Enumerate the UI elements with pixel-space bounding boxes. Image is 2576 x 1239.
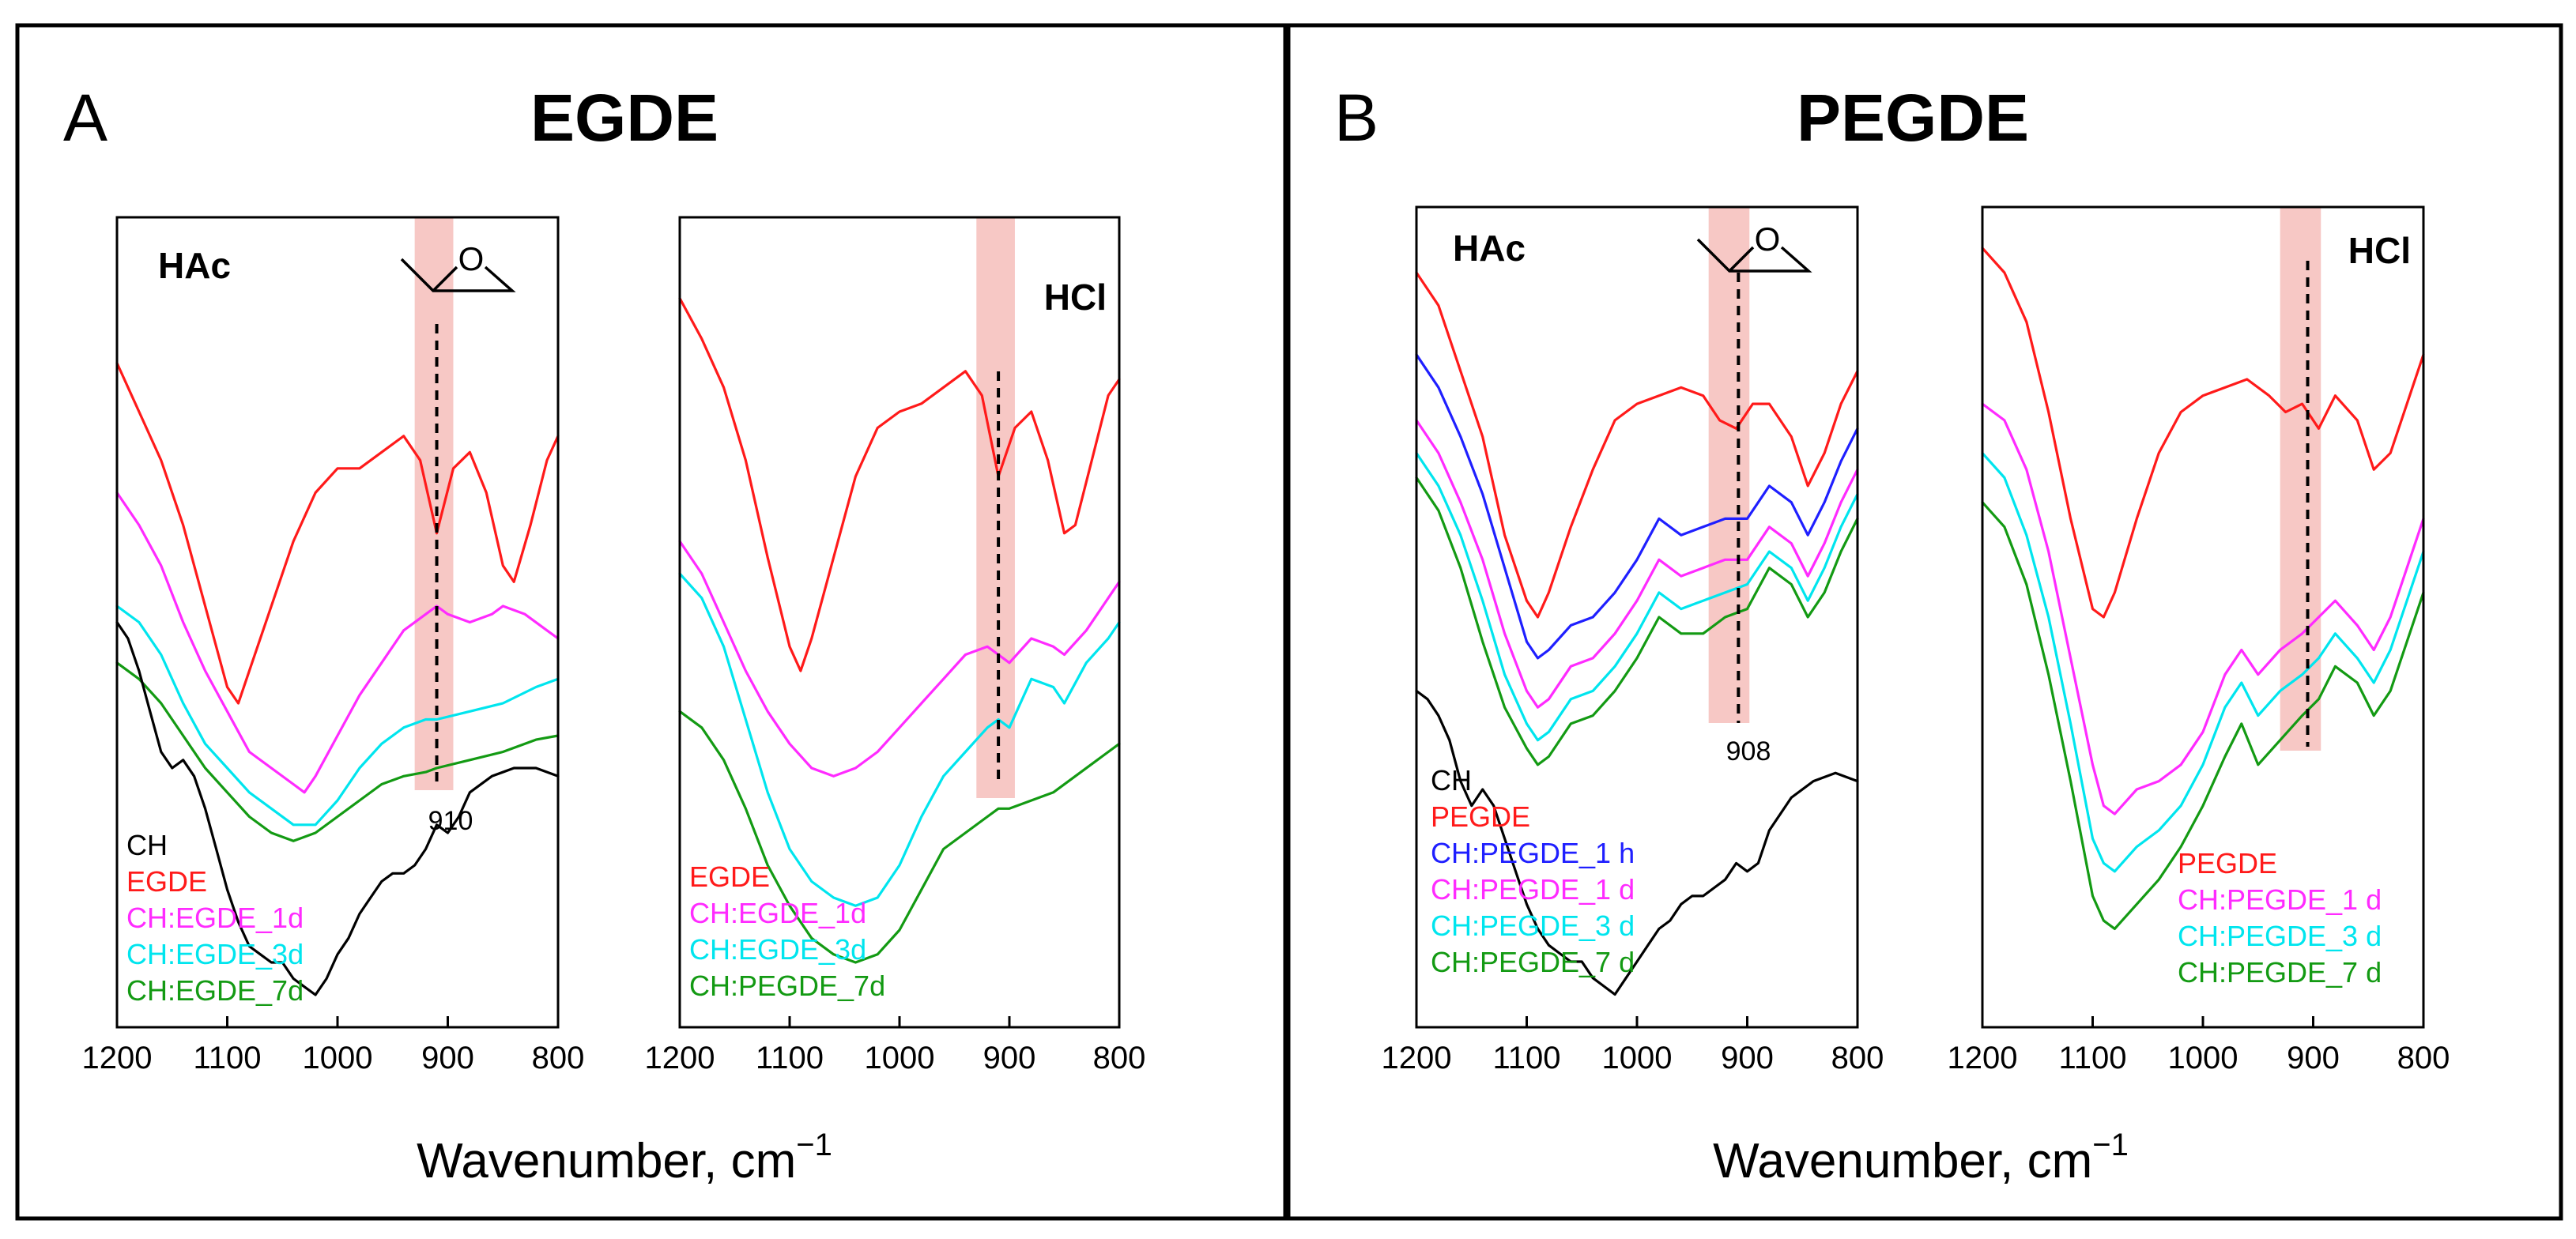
b-hcl-legend-pegde: PEGDE (2178, 847, 2277, 879)
b-hcl-legend-ch-pegde-7-d: CH:PEGDE_7 d (2178, 956, 2382, 989)
panel-b-xlabel-sup: −1 (2092, 1128, 2129, 1162)
b-hac-legend-ch-pegde-1-d: CH:PEGDE_1 d (1431, 873, 1635, 906)
a-hcl-legend-egde: EGDE (689, 861, 770, 893)
a-hcl-series-ch-pegde-7d (678, 710, 1121, 964)
a-hcl-legend-ch-egde-3d: CH:EGDE_3d (689, 933, 866, 966)
b-hac-series-ch-pegde-1-h (1415, 353, 1859, 660)
b-hac-tick-label: 1000 (1602, 1041, 1673, 1075)
b-hcl-series-ch-pegde-7-d (1981, 501, 2425, 931)
b-hcl-legend-ch-pegde-3-d: CH:PEGDE_3 d (2178, 920, 2382, 952)
b-hac-series-ch-pegde-3-d (1415, 451, 1859, 742)
b-hac-tick-label: 1100 (1492, 1041, 1560, 1075)
panel-a-letter: A (63, 81, 107, 155)
a-hac-series-egde (115, 361, 560, 705)
a-hac-epoxide-oxygen: O (458, 240, 485, 277)
b-hac-legend-ch-pegde-1-h: CH:PEGDE_1 h (1431, 837, 1635, 869)
panel-b-letter: B (1334, 81, 1379, 155)
b-hac-legend-ch-pegde-3-d: CH:PEGDE_3 d (1431, 909, 1635, 942)
a-hac-tick-label: 900 (421, 1041, 474, 1075)
a-hac-tick-label: 1100 (193, 1041, 261, 1075)
subplot-a-hac: 910 O 1200 1100 1000 900 800 HAc CH EGDE CH:EGDE_1… (82, 216, 585, 1075)
b-hcl-highlight-band (2280, 207, 2321, 751)
panel-b-xlabel-text: Wavenumber, cm (1713, 1134, 2092, 1188)
b-hac-epoxide-structure (1696, 238, 1812, 273)
b-hac-condition-label: HAc (1453, 228, 1526, 269)
a-hac-legend-egde: EGDE (126, 865, 207, 898)
panel-a-title: EGDE (530, 81, 718, 155)
a-hcl-highlight-band (976, 217, 1015, 798)
a-hcl-series-ch-egde-1d (678, 540, 1121, 778)
b-hac-legend-ch: CH (1431, 764, 1472, 796)
b-hcl-series-ch-pegde-1-d (1981, 402, 2425, 815)
subplot-a-hcl: 1200 1100 1000 900 800 HCl EGDE CH:EGDE_1d CH:EG… (645, 216, 1146, 1075)
panel-b-title: PEGDE (1797, 81, 2029, 155)
a-hcl-tick-label: 1200 (645, 1041, 715, 1075)
a-hcl-condition-label: HCl (1044, 277, 1107, 318)
a-hac-legend-ch-egde-3d: CH:EGDE_3d (126, 938, 304, 970)
a-hac-epoxide-structure (400, 258, 516, 292)
a-hcl-tick-label: 1100 (756, 1041, 824, 1075)
a-hcl-series-egde (678, 296, 1121, 672)
panel-b-frame (1286, 23, 2563, 1221)
b-hac-legend-ch-pegde-7-d: CH:PEGDE_7 d (1431, 946, 1635, 978)
a-hcl-tick-label: 800 (1093, 1041, 1146, 1075)
a-hac-tick-label: 800 (532, 1041, 585, 1075)
a-hac-series-ch-egde-1d (115, 491, 560, 794)
b-hac-marker-label: 908 (1726, 736, 1771, 766)
a-hac-highlight-band (414, 217, 454, 790)
a-hcl-tick-label: 900 (983, 1041, 1036, 1075)
b-hac-tick-label: 1200 (1382, 1041, 1452, 1075)
a-hac-series-ch (115, 620, 560, 996)
b-hac-highlight-band (1708, 207, 1750, 723)
panel-a-frame (15, 23, 1288, 1221)
a-hac-tick-label: 1000 (303, 1041, 373, 1075)
b-hcl-tick-label: 1200 (1948, 1041, 2018, 1075)
b-hcl-tick-label: 800 (2397, 1041, 2450, 1075)
a-hac-condition-label: HAc (158, 245, 231, 286)
panel-b-xlabel: Wavenumber, cm−1 (1713, 1128, 2129, 1188)
a-hac-tick-label: 1200 (82, 1041, 153, 1075)
panel-a-xlabel: Wavenumber, cm−1 (417, 1128, 832, 1188)
b-hac-tick-label: 900 (1721, 1041, 1774, 1075)
b-hcl-tick-label: 1100 (2058, 1041, 2126, 1075)
b-hac-tick-label: 800 (1831, 1041, 1884, 1075)
subplot-b-hac: 908 O 1200 1100 1000 900 800 HAc CH PEGDE CH:PEGDE… (1382, 205, 1884, 1075)
b-hcl-legend-ch-pegde-1-d: CH:PEGDE_1 d (2178, 883, 2382, 916)
b-hcl-series-ch-pegde-3-d (1981, 451, 2425, 873)
a-hcl-legend-ch-pegde-7d: CH:PEGDE_7d (689, 970, 885, 1002)
a-hac-marker-label: 910 (428, 806, 473, 836)
a-hcl-legend-ch-egde-1d: CH:EGDE_1d (689, 897, 866, 929)
b-hcl-series-pegde (1981, 247, 2425, 619)
subplot-b-hcl: 1200 1100 1000 900 800 HCl PEGDE CH:PEGDE_1 d CH… (1948, 205, 2450, 1075)
b-hac-series-ch (1415, 689, 1859, 996)
b-hac-series-ch-pegde-1-d (1415, 419, 1859, 709)
b-hcl-condition-label: HCl (2348, 230, 2411, 271)
b-hac-series-pegde (1415, 271, 1859, 619)
a-hcl-series-ch-egde-3d (678, 572, 1121, 907)
a-hac-series-ch-egde-3d (115, 604, 560, 827)
a-hac-series-ch-egde-7d (115, 661, 560, 842)
b-hcl-tick-label: 1000 (2168, 1041, 2238, 1075)
panel-a-xlabel-sup: −1 (796, 1128, 832, 1162)
panel-a-xlabel-text: Wavenumber, cm (417, 1134, 796, 1188)
a-hcl-tick-label: 1000 (865, 1041, 935, 1075)
b-hac-epoxide-oxygen: O (1755, 220, 1781, 258)
a-hac-legend-ch: CH (126, 829, 168, 861)
a-hac-legend-ch-egde-7d: CH:EGDE_7d (126, 974, 304, 1007)
b-hcl-tick-label: 900 (2287, 1041, 2340, 1075)
b-hac-series-ch-pegde-7-d (1415, 476, 1859, 766)
b-hac-legend-pegde: PEGDE (1431, 800, 1530, 833)
a-hac-legend-ch-egde-1d: CH:EGDE_1d (126, 902, 304, 934)
